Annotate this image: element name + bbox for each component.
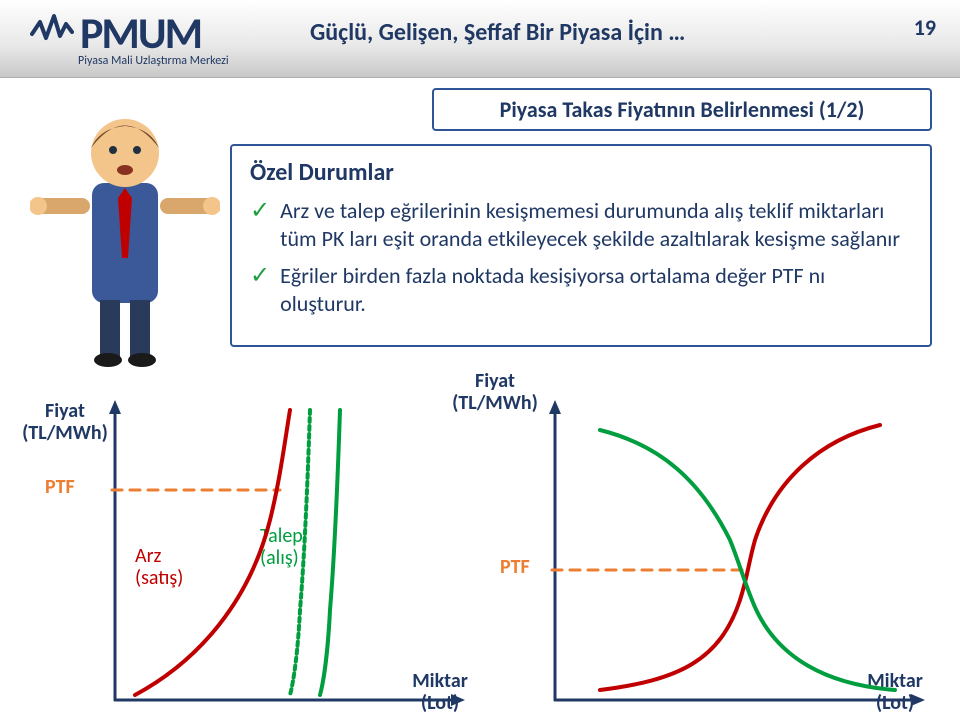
bullet-text: Arz ve talep eğrilerinin kesişmemesi dur… [280, 197, 912, 252]
slogan: Güçlü, Gelişen, Şeffaf Bir Piyasa İçin … [310, 18, 685, 47]
check-icon: ✓ [250, 199, 270, 223]
logo: PMUM [30, 8, 201, 57]
figure-area: Fiyat(TL/MWh) PTF Arz(satış) Talep(alış)… [0, 370, 960, 716]
content-heading: Özel Durumlar [250, 158, 912, 187]
bullet-item: ✓ Arz ve talep eğrilerinin kesişmemesi d… [250, 197, 912, 252]
logo-wave-icon [30, 8, 74, 57]
bullet-text: Eğriler birden fazla noktada kesişiyorsa… [280, 262, 912, 317]
content-box: Özel Durumlar ✓ Arz ve talep eğrilerinin… [230, 144, 932, 347]
logo-subtitle: Piyasa Mali Uzlaştırma Merkezi [78, 54, 229, 68]
person-illustration [30, 88, 220, 368]
bullet-item: ✓ Eğriler birden fazla noktada kesişiyor… [250, 262, 912, 317]
page-number: 19 [914, 14, 936, 41]
check-icon: ✓ [250, 264, 270, 288]
section-title: Piyasa Takas Fiyatının Belirlenmesi (1/2… [432, 88, 932, 131]
header-bar: PMUM Piyasa Mali Uzlaştırma Merkezi Güçl… [0, 0, 960, 78]
charts-svg [0, 370, 960, 716]
logo-text: PMUM [80, 11, 201, 55]
